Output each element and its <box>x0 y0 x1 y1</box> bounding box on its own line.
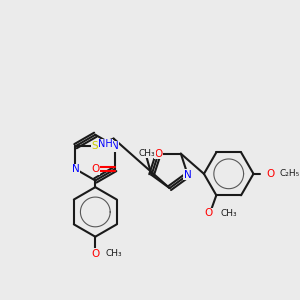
Text: N: N <box>184 170 192 180</box>
Text: S: S <box>91 141 98 151</box>
Text: O: O <box>205 208 213 218</box>
Text: N: N <box>72 164 80 174</box>
Text: O: O <box>91 164 99 174</box>
Text: NH: NH <box>98 139 113 149</box>
Text: CH₃: CH₃ <box>106 249 122 258</box>
Text: CH₃: CH₃ <box>138 148 155 158</box>
Text: N: N <box>111 141 119 151</box>
Text: O: O <box>91 249 99 259</box>
Text: O: O <box>266 169 274 179</box>
Text: O: O <box>154 148 163 159</box>
Text: C₂H₅: C₂H₅ <box>279 169 299 178</box>
Text: CH₃: CH₃ <box>220 209 237 218</box>
